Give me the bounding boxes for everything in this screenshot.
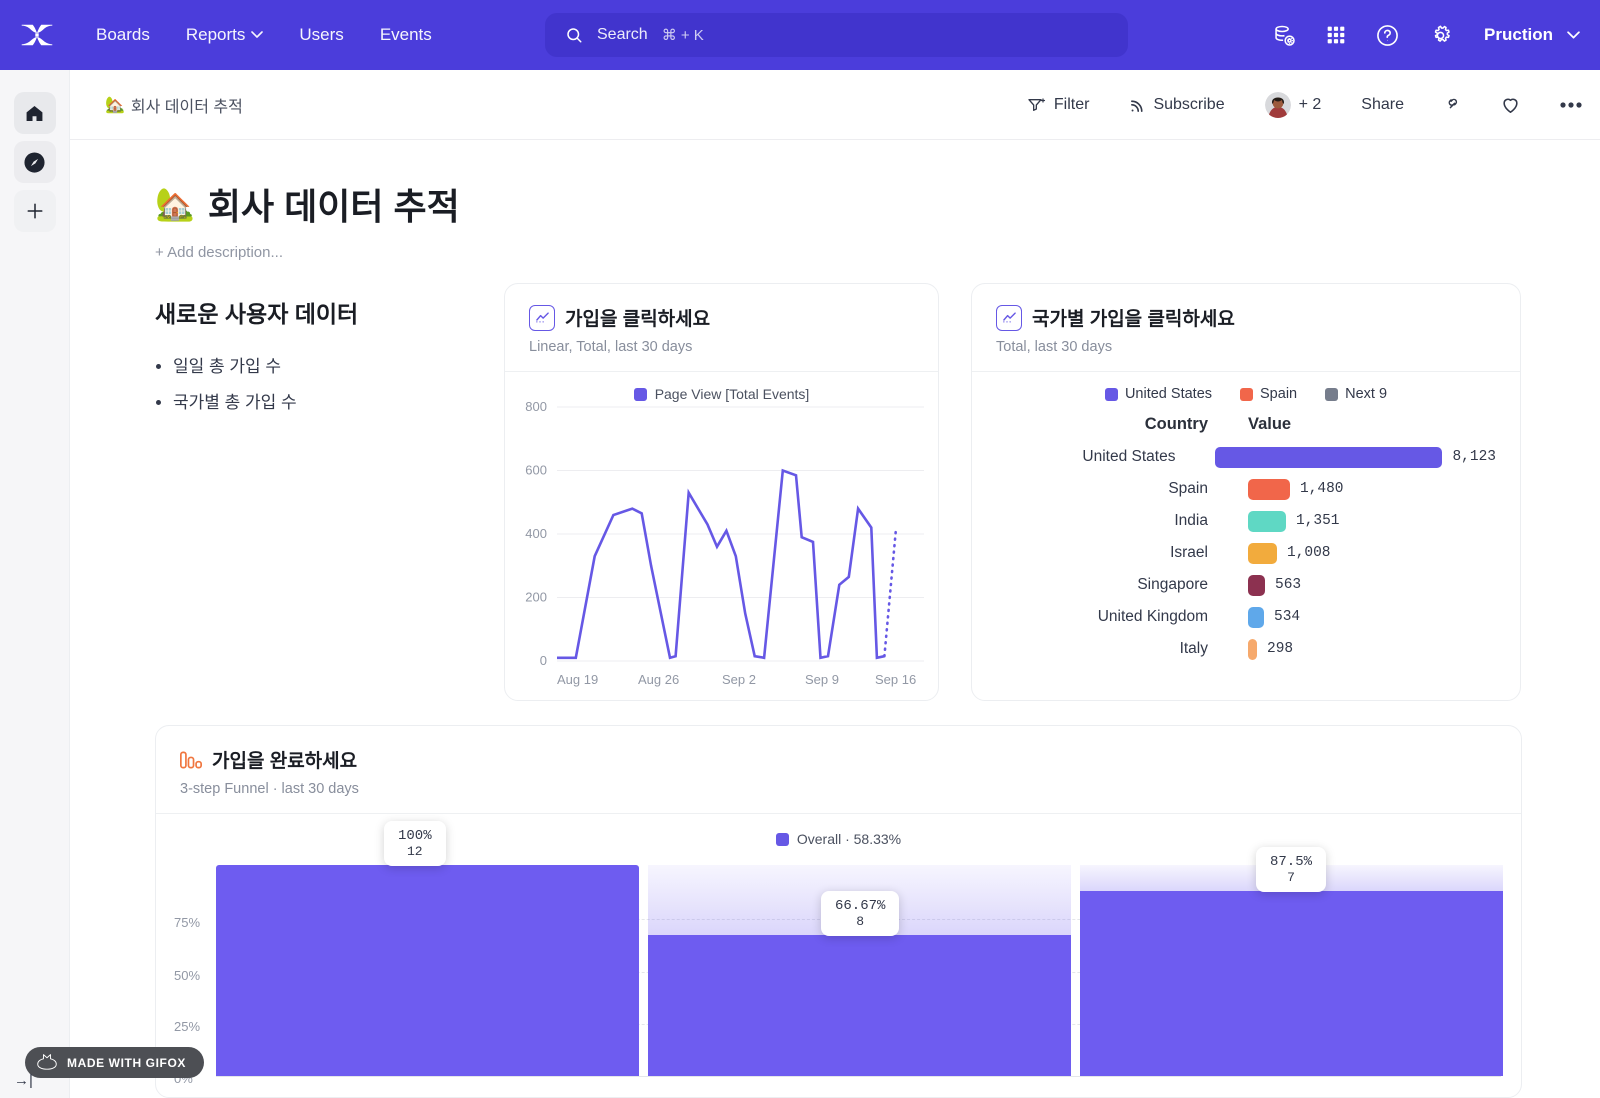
svg-text:400: 400 — [525, 526, 547, 541]
svg-text:200: 200 — [525, 590, 547, 605]
svg-text:0: 0 — [540, 653, 547, 668]
svg-text:600: 600 — [525, 463, 547, 478]
svg-text:Sep 16: Sep 16 — [875, 672, 916, 687]
svg-text:Aug 19: Aug 19 — [557, 672, 598, 687]
svg-text:800: 800 — [525, 399, 547, 414]
svg-text:Sep 9: Sep 9 — [805, 672, 839, 687]
svg-text:Sep 2: Sep 2 — [722, 672, 756, 687]
svg-text:Aug 26: Aug 26 — [638, 672, 679, 687]
